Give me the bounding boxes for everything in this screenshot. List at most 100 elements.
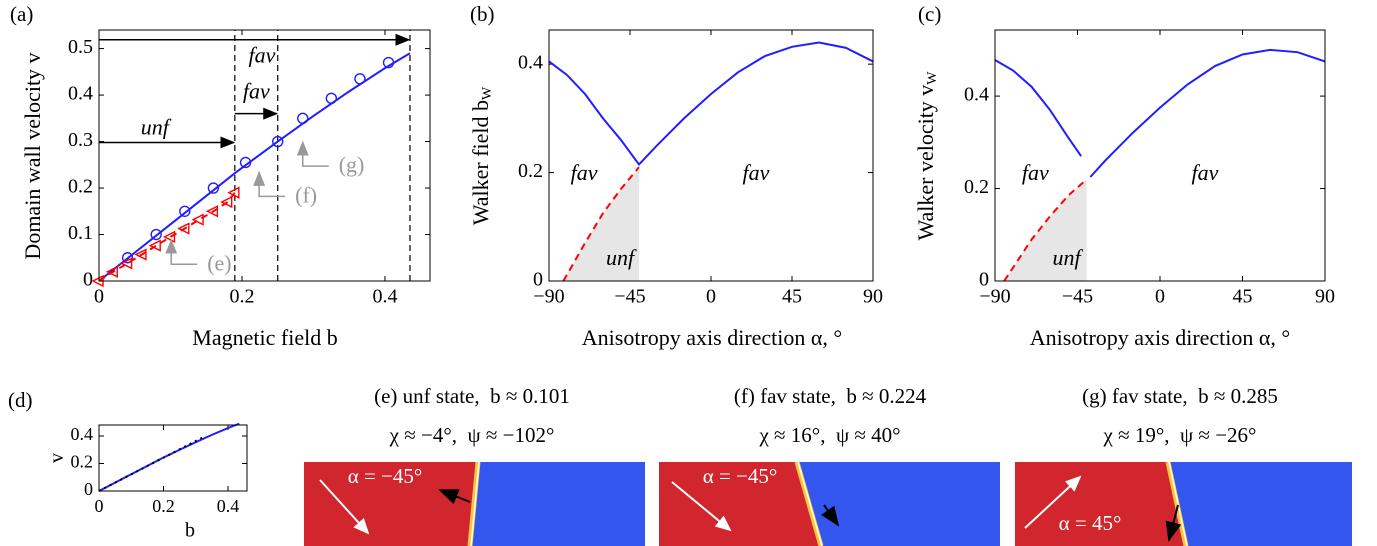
data-point	[105, 265, 118, 278]
y-axis-label: Walker velocity vW	[913, 71, 940, 241]
data-point	[239, 156, 252, 169]
callout-label: (g)	[339, 152, 365, 177]
callout-pointer	[296, 140, 329, 167]
annotation: unf	[606, 245, 637, 270]
panel-title: (g) fav state, b ≈ 0.285	[1082, 384, 1278, 408]
alpha-label: α = −45°	[703, 464, 778, 488]
x-tick-label: 0	[1155, 286, 1165, 308]
panel-angles: χ ≈ 19°, ψ ≈ −26°	[1103, 423, 1257, 447]
axes-frame	[994, 29, 1326, 282]
panel-label: (b)	[470, 2, 495, 26]
domain-wall	[467, 461, 481, 546]
area	[1004, 179, 1087, 281]
x-axis-label: Anisotropy axis direction α, °	[582, 325, 842, 350]
callout-pointer	[165, 238, 198, 265]
x-tick-label: 0.2	[152, 496, 175, 516]
y-tick-label: 0.4	[71, 424, 94, 444]
x-tick-label: 0.2	[229, 286, 254, 308]
x-tick-label: 0.4	[217, 496, 240, 516]
data-point	[207, 182, 220, 194]
y-axis-label-text: Walker field b	[468, 100, 493, 225]
data-line	[548, 41, 874, 166]
x-tick-label: −45	[614, 286, 645, 308]
domain-wall-core	[1168, 461, 1188, 546]
callout-pointer	[253, 170, 286, 198]
data-point	[121, 252, 134, 264]
panel-angles: χ ≈ 16°, ψ ≈ 40°	[758, 423, 900, 447]
data-point	[134, 248, 147, 261]
data-line	[98, 435, 206, 492]
y-axis-label-sub: W	[480, 86, 495, 100]
axes-frame	[548, 29, 874, 282]
x-tick-label: 90	[1315, 286, 1335, 308]
annotation: unf	[1052, 245, 1083, 270]
data-point	[354, 73, 366, 85]
y-tick-label: 0.2	[68, 176, 93, 198]
panel-title: (f) fav state, b ≈ 0.224	[734, 384, 927, 408]
y-tick-label: 0	[83, 269, 93, 291]
y-axis-label: v	[46, 453, 68, 463]
y-tick-label: 0	[979, 269, 989, 291]
domain-wall	[1165, 461, 1189, 546]
x-tick-label: −45	[1062, 286, 1093, 308]
domain-red	[659, 462, 821, 546]
callout-label: (f)	[295, 182, 317, 207]
x-axis-label: b	[185, 520, 195, 542]
annotation: fav	[249, 42, 276, 67]
domain-wall	[794, 461, 824, 546]
y-tick-label: 0.4	[68, 83, 93, 105]
data-point	[191, 213, 204, 226]
panel-label: (c)	[918, 2, 941, 26]
annotation: fav	[743, 160, 770, 185]
data-point	[272, 135, 284, 148]
data-line	[994, 48, 1326, 178]
domain-wall-core	[797, 461, 823, 546]
data-point	[297, 112, 309, 125]
anisotropy-arrow	[671, 481, 732, 532]
anisotropy-arrow	[1024, 475, 1082, 529]
alpha-label: α = 45°	[1059, 511, 1122, 535]
y-axis-label-text: v	[46, 453, 68, 463]
annotation: fav	[571, 160, 598, 185]
x-tick-label: 45	[1233, 286, 1253, 308]
domain-red	[304, 462, 478, 546]
data-point	[205, 205, 219, 218]
annotation: fav	[1191, 160, 1218, 185]
panel-title: (e) unf state, b ≈ 0.101	[374, 384, 570, 408]
data-point	[179, 205, 191, 217]
y-tick-label: 0.2	[71, 452, 94, 472]
annotation: fav	[243, 79, 270, 104]
y-tick-label: 0.4	[518, 52, 543, 74]
x-tick-label: −90	[979, 286, 1010, 308]
y-tick-label: 0.4	[964, 84, 989, 106]
y-tick-label: 0.3	[68, 129, 93, 151]
magnetization-arrow	[821, 504, 840, 527]
data-point	[325, 92, 338, 105]
domain-wall-core	[470, 461, 480, 546]
data-point	[382, 56, 395, 69]
x-tick-label: 0	[95, 496, 104, 516]
x-tick-label: 0	[94, 286, 104, 308]
data-point	[148, 239, 161, 252]
y-tick-label: 0.5	[68, 36, 93, 58]
data-point	[227, 186, 240, 199]
x-tick-label: 0	[706, 286, 716, 308]
axes-frame	[98, 424, 248, 492]
data-point	[220, 195, 233, 209]
x-tick-label: 45	[782, 286, 802, 308]
data-line	[562, 166, 640, 282]
callout-label: (e)	[207, 250, 231, 275]
y-axis-label: Domain wall velocity v	[20, 52, 45, 259]
x-axis-label: Magnetic field b	[192, 325, 337, 350]
x-tick-label: −90	[533, 286, 564, 308]
panel-angles: χ ≈ −4°, ψ ≈ −102°	[389, 423, 555, 447]
data-point	[120, 257, 133, 270]
anisotropy-arrow	[319, 479, 370, 535]
y-tick-label: 0.2	[964, 176, 989, 198]
x-tick-label: 0.4	[372, 286, 397, 308]
y-axis-label: Walker field bW	[468, 86, 495, 225]
magnetization-arrow	[438, 489, 471, 505]
magnetization-arrow	[1165, 504, 1182, 542]
annotation: fav	[1022, 160, 1049, 185]
